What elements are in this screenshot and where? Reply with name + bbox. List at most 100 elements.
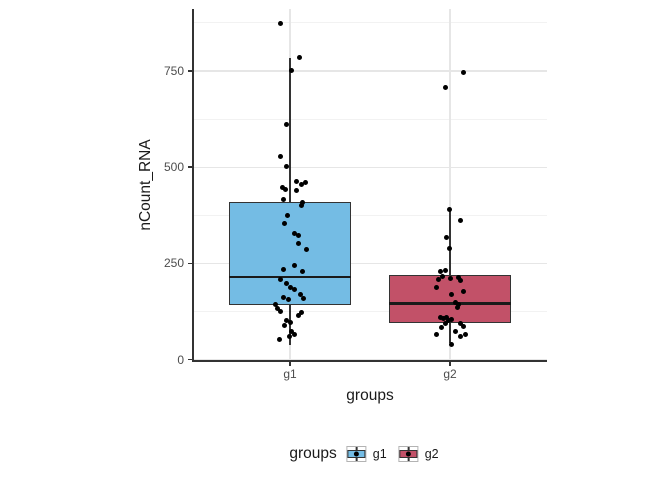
jitter-point bbox=[460, 70, 466, 75]
jitter-point bbox=[457, 321, 463, 327]
jitter-point bbox=[439, 325, 445, 331]
jitter-point bbox=[274, 306, 280, 312]
jitter-point bbox=[280, 295, 286, 301]
jitter-point bbox=[296, 54, 302, 60]
jitter-point bbox=[300, 296, 306, 302]
jitter-point bbox=[446, 245, 452, 251]
legend-label: g1 bbox=[372, 447, 387, 461]
jitter-point bbox=[287, 320, 293, 326]
jitter-point bbox=[282, 186, 288, 192]
jitter-point bbox=[285, 296, 291, 302]
jitter-point bbox=[299, 181, 305, 187]
upper-whisker-g2 bbox=[449, 210, 451, 275]
legend-entry-g2: g2 bbox=[398, 446, 439, 462]
jitter-point bbox=[434, 285, 440, 291]
jitter-point bbox=[299, 310, 305, 316]
jitter-point bbox=[272, 301, 278, 307]
major-gridline bbox=[194, 358, 547, 361]
jitter-point bbox=[458, 277, 464, 283]
jitter-point bbox=[434, 331, 440, 337]
jitter-point bbox=[299, 203, 305, 209]
jitter-point bbox=[454, 305, 460, 311]
jitter-point bbox=[457, 218, 463, 224]
median-g2 bbox=[389, 302, 511, 305]
jitter-point bbox=[437, 268, 443, 274]
y-tick-label: 500 bbox=[163, 160, 184, 175]
jitter-point bbox=[291, 231, 297, 237]
jitter-point bbox=[446, 207, 452, 213]
jitter-point bbox=[295, 241, 301, 247]
jitter-point bbox=[289, 67, 295, 73]
major-gridline bbox=[194, 70, 547, 72]
jitter-point bbox=[283, 281, 289, 287]
y-tick bbox=[188, 166, 192, 168]
x-tick bbox=[289, 361, 291, 366]
legend-label: g2 bbox=[424, 447, 439, 461]
jitter-point bbox=[440, 316, 446, 322]
jitter-point bbox=[462, 331, 468, 337]
jitter-point bbox=[294, 179, 300, 185]
minor-gridline bbox=[194, 214, 547, 216]
legend-entry-g1: g1 bbox=[346, 446, 387, 462]
jitter-point bbox=[457, 333, 463, 339]
jitter-point bbox=[298, 291, 304, 297]
minor-gridline bbox=[194, 118, 547, 120]
lower-whisker-g1 bbox=[289, 305, 291, 346]
jitter-point bbox=[449, 292, 455, 298]
jitter-point bbox=[276, 336, 282, 342]
jitter-point bbox=[443, 234, 449, 240]
jitter-point bbox=[302, 180, 308, 186]
jitter-point bbox=[295, 233, 301, 239]
major-gridline bbox=[194, 262, 547, 264]
upper-whisker-g1 bbox=[289, 57, 291, 202]
jitter-point bbox=[437, 314, 443, 320]
y-axis-line bbox=[192, 9, 194, 362]
jitter-point bbox=[449, 341, 455, 347]
minor-gridline bbox=[194, 310, 547, 312]
vertical-gridline bbox=[449, 9, 451, 360]
y-tick bbox=[188, 358, 192, 361]
x-tick-label: g1 bbox=[283, 366, 297, 381]
jitter-point bbox=[291, 262, 297, 268]
legend-title: groups bbox=[289, 445, 337, 462]
jitter-point bbox=[280, 196, 286, 202]
jitter-point bbox=[284, 213, 290, 219]
x-axis-title: groups bbox=[346, 387, 394, 404]
y-tick-label: 0 bbox=[177, 352, 184, 367]
jitter-point bbox=[435, 276, 441, 282]
jitter-point bbox=[442, 85, 448, 91]
legend-keys: g1 g2 bbox=[346, 446, 451, 462]
legend-key-boxplot-icon bbox=[346, 446, 367, 462]
jitter-point bbox=[277, 21, 283, 27]
x-tick-label: g2 bbox=[443, 366, 457, 381]
jitter-point bbox=[286, 334, 292, 340]
x-tick bbox=[449, 361, 451, 366]
box-g2 bbox=[389, 274, 511, 323]
jitter-point bbox=[277, 277, 283, 283]
major-gridline bbox=[194, 166, 547, 168]
jitter-point bbox=[455, 301, 461, 307]
median-g1 bbox=[229, 275, 351, 279]
jitter-point bbox=[300, 200, 306, 206]
jitter-point bbox=[291, 286, 297, 292]
jitter-point bbox=[460, 324, 466, 330]
jitter-point bbox=[284, 122, 290, 128]
box-g1 bbox=[229, 201, 351, 306]
jitter-point bbox=[287, 284, 293, 290]
legend-key-point bbox=[406, 451, 412, 457]
jitter-point bbox=[295, 312, 301, 318]
jitter-point bbox=[291, 331, 297, 337]
jitter-point bbox=[280, 267, 286, 273]
y-tick-label: 750 bbox=[163, 63, 184, 78]
jitter-point bbox=[277, 308, 283, 314]
jitter-point bbox=[303, 247, 309, 253]
jitter-point bbox=[294, 188, 300, 194]
x-axis-line bbox=[192, 359, 547, 362]
jitter-point bbox=[281, 322, 287, 328]
jitter-point bbox=[449, 316, 455, 322]
jitter-point bbox=[452, 299, 458, 305]
y-tick-label: 250 bbox=[163, 256, 184, 271]
y-axis-title: nCount_RNA bbox=[137, 139, 154, 231]
legend: groups g1 g2 bbox=[289, 445, 450, 463]
